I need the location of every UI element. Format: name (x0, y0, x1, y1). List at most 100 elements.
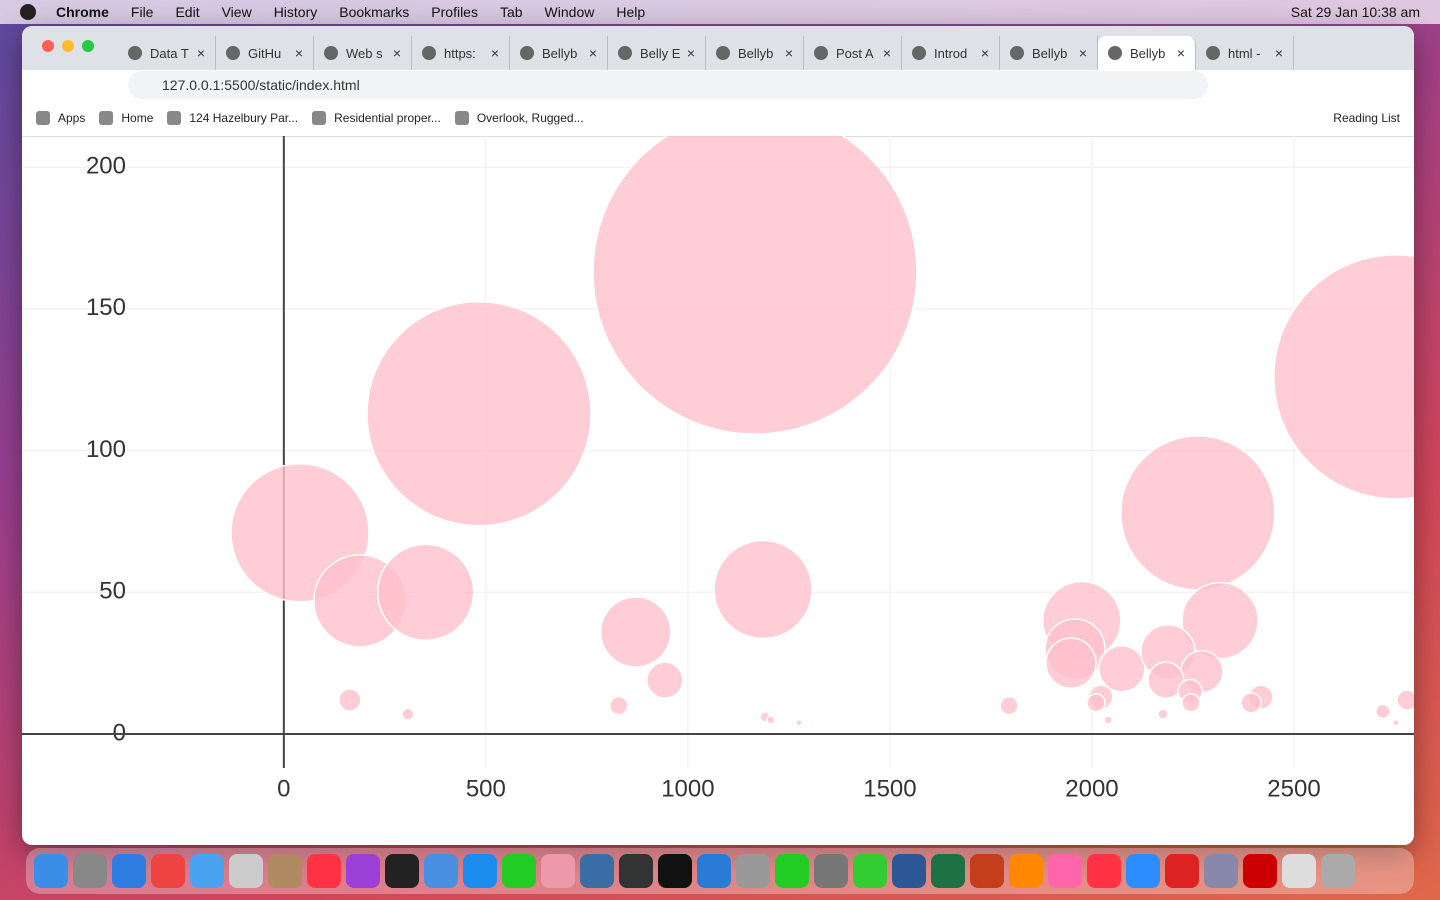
tab-title: https: (444, 45, 476, 61)
dock-icon[interactable] (736, 854, 770, 888)
bookmark[interactable]: Apps (36, 111, 85, 125)
dock-icon[interactable] (385, 854, 419, 888)
tab-close[interactable]: × (196, 45, 205, 61)
close-button[interactable] (42, 40, 54, 52)
dock-icon[interactable] (307, 854, 341, 888)
dock-icon[interactable] (619, 854, 653, 888)
bookmark[interactable]: 124 Hazelbury Par... (167, 111, 298, 125)
y-tick-label: 150 (86, 294, 126, 321)
tab[interactable]: Web s × (314, 36, 412, 70)
tab[interactable]: https: × (412, 36, 510, 70)
tab-title: Bellyb (1032, 45, 1068, 61)
menu[interactable]: History (273, 4, 318, 20)
menu[interactable]: View (221, 4, 252, 20)
dock-icon[interactable] (853, 854, 887, 888)
bubble (765, 715, 776, 725)
tab-close[interactable]: × (784, 45, 793, 61)
dock-icon[interactable] (541, 854, 575, 888)
dock-icon[interactable] (1243, 854, 1277, 888)
dock-icon[interactable] (502, 854, 536, 888)
dock-icon[interactable] (112, 854, 146, 888)
zoom-button[interactable] (82, 40, 94, 52)
tab-close[interactable]: × (980, 45, 989, 61)
app-menu[interactable]: Chrome (56, 4, 109, 20)
y-tick-label: 200 (86, 153, 126, 180)
dock-icon[interactable] (697, 854, 731, 888)
tab-close[interactable]: × (294, 45, 303, 61)
tab[interactable]: Bellyb × (510, 36, 608, 70)
bookmark[interactable]: Home (99, 111, 153, 125)
tab[interactable]: Bellyb × (706, 36, 804, 70)
minimize-button[interactable] (62, 40, 74, 52)
tab-icon (1010, 46, 1024, 60)
window-controls (42, 40, 94, 52)
tab[interactable]: Post A × (804, 36, 902, 70)
tab-close[interactable]: × (1176, 45, 1185, 61)
dock-icon[interactable] (463, 854, 497, 888)
dock-icon[interactable] (1009, 854, 1043, 888)
tab-close[interactable]: × (882, 45, 891, 61)
menu[interactable]: Window (544, 4, 595, 20)
tab[interactable]: html - × (1196, 36, 1294, 70)
dock-icon[interactable] (892, 854, 926, 888)
dock-icon[interactable] (970, 854, 1004, 888)
tab-close[interactable]: × (490, 45, 499, 61)
menu[interactable]: Profiles (431, 4, 478, 20)
tab[interactable]: Data T × (118, 36, 216, 70)
url: 127.0.0.1:5500/static/index.html (162, 77, 360, 93)
dock-icon[interactable] (814, 854, 848, 888)
reading-list[interactable]: Reading List (1333, 111, 1400, 125)
bubble (646, 661, 684, 699)
bookmark-label: Overlook, Rugged... (476, 111, 584, 125)
x-tick-label: 1500 (863, 775, 916, 802)
dock-icon[interactable] (775, 854, 809, 888)
tab[interactable]: Bellyb × (1000, 36, 1098, 70)
tab-close[interactable]: × (1078, 45, 1087, 61)
dock-icon[interactable] (1282, 854, 1316, 888)
dock-icon[interactable] (1126, 854, 1160, 888)
dock-icon[interactable] (34, 854, 68, 888)
dock-icon[interactable] (151, 854, 185, 888)
dock-icon[interactable] (229, 854, 263, 888)
bubble (1045, 637, 1097, 689)
tab-close[interactable]: × (392, 45, 401, 61)
dock-icon[interactable] (1204, 854, 1238, 888)
dock-icon[interactable] (1048, 854, 1082, 888)
bookmarks-bar: Apps Home 124 Hazelbury Par... Residential … (22, 100, 1414, 137)
bubble (1181, 693, 1201, 713)
tab-title: Data T (150, 45, 189, 61)
tab-close[interactable]: × (1274, 45, 1283, 61)
tab[interactable]: Bellyb × (1098, 36, 1196, 70)
dock-icon[interactable] (346, 854, 380, 888)
dock-icon[interactable] (73, 854, 107, 888)
menu[interactable]: Tab (499, 4, 523, 20)
bubble (1240, 692, 1262, 714)
bookmark-label: 124 Hazelbury Par... (189, 111, 299, 125)
dock-icon[interactable] (658, 854, 692, 888)
bookmark[interactable]: Overlook, Rugged... (454, 111, 584, 125)
menu[interactable]: Edit (175, 4, 200, 20)
tab-close[interactable]: × (588, 45, 597, 61)
bubble (609, 695, 629, 716)
dock-icon[interactable] (931, 854, 965, 888)
tab[interactable]: Introd × (902, 36, 1000, 70)
bubble (600, 596, 672, 668)
dock-icon[interactable] (1321, 854, 1355, 888)
tab-title: Bellyb (1130, 45, 1166, 61)
address-bar[interactable]: 127.0.0.1:5500/static/index.html (128, 71, 1208, 99)
dock-icon[interactable] (1165, 854, 1199, 888)
menu[interactable]: Bookmarks (339, 4, 410, 20)
dock-icon[interactable] (424, 854, 458, 888)
dock-icon[interactable] (268, 854, 302, 888)
bookmark[interactable]: Residential proper... (312, 111, 441, 125)
tab[interactable]: Belly E × (608, 36, 706, 70)
tab[interactable]: GitHu × (216, 36, 314, 70)
dock-icon[interactable] (190, 854, 224, 888)
dock-icon[interactable] (580, 854, 614, 888)
apple-menu[interactable] (20, 4, 36, 20)
tab-close[interactable]: × (686, 45, 695, 61)
menu[interactable]: Help (616, 4, 646, 20)
menu[interactable]: File (130, 4, 154, 20)
dock-icon[interactable] (1087, 854, 1121, 888)
